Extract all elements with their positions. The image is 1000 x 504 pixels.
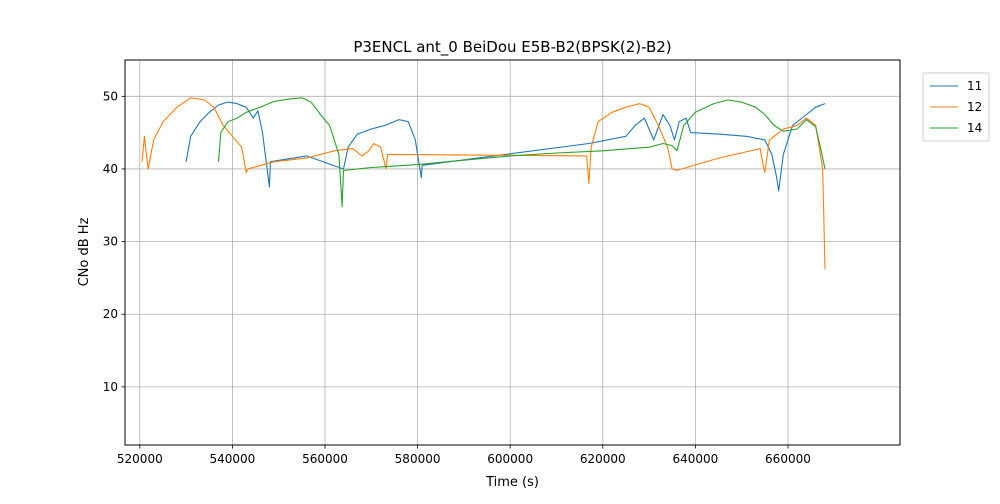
y-tick-label: 50 bbox=[103, 89, 118, 103]
x-tick-label: 580000 bbox=[395, 452, 441, 466]
y-tick-label: 30 bbox=[103, 235, 118, 249]
x-tick-label: 600000 bbox=[487, 452, 533, 466]
x-tick-label: 620000 bbox=[580, 452, 626, 466]
x-axis-label: Time (s) bbox=[485, 475, 539, 490]
series-line-14 bbox=[217, 97, 826, 208]
y-tick-label: 10 bbox=[103, 380, 118, 394]
legend-label-14: 14 bbox=[967, 121, 982, 135]
x-tick-label: 660000 bbox=[765, 452, 811, 466]
x-tick-label: 520000 bbox=[117, 452, 163, 466]
x-tick-label: 540000 bbox=[210, 452, 256, 466]
series-line-12 bbox=[141, 97, 826, 270]
series-line-11 bbox=[185, 101, 826, 192]
y-axis-label: CNo dB Hz bbox=[77, 217, 92, 286]
y-axis-ticks: 10 20 30 40 50 bbox=[103, 89, 125, 394]
y-tick-label: 40 bbox=[103, 162, 118, 176]
legend-label-12: 12 bbox=[967, 100, 982, 114]
chart-title: P3ENCL ant_0 BeiDou E5B-B2(BPSK(2)-B2) bbox=[353, 38, 671, 57]
x-tick-label: 640000 bbox=[672, 452, 718, 466]
y-tick-label: 20 bbox=[103, 307, 118, 321]
grid-lines bbox=[125, 60, 900, 445]
legend: 11 12 14 bbox=[922, 72, 990, 142]
legend-label-11: 11 bbox=[967, 79, 982, 93]
series-lines bbox=[141, 97, 826, 270]
x-axis-ticks: 520000 540000 560000 580000 600000 620000 6400… bbox=[117, 445, 811, 466]
x-tick-label: 560000 bbox=[302, 452, 348, 466]
plot-area-frame bbox=[124, 59, 901, 446]
